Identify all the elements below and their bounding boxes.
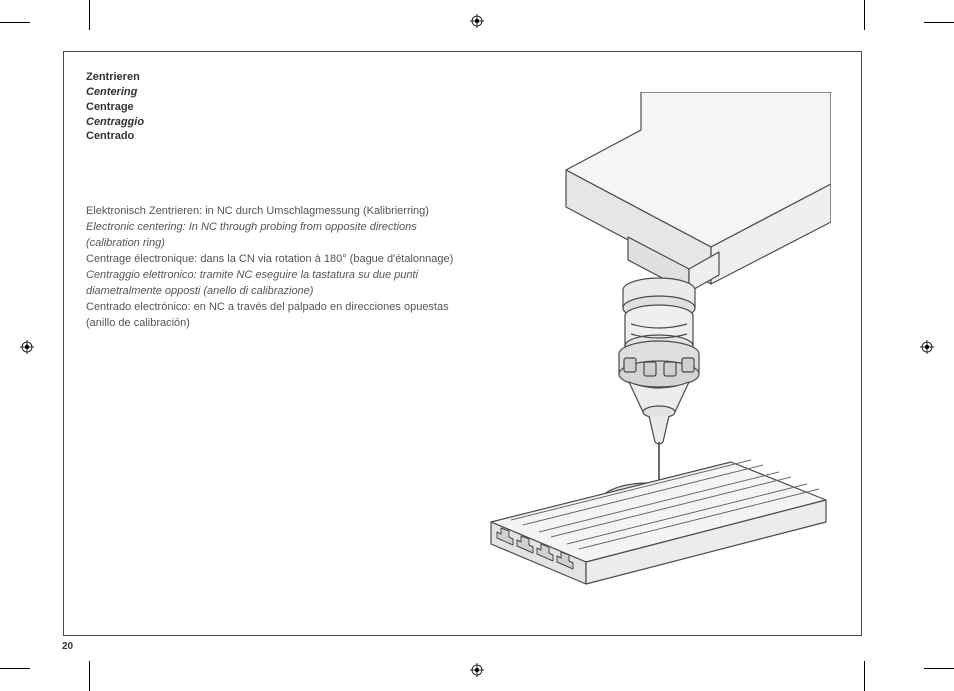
heading-de: Zentrieren <box>86 70 839 85</box>
reg-mark-bottom <box>470 663 484 677</box>
reg-mark-left <box>20 340 34 354</box>
reg-mark-right <box>920 340 934 354</box>
centering-illustration <box>431 92 831 612</box>
page-number: 20 <box>62 641 73 652</box>
page-frame: Zentrieren Centering Centrage Centraggio… <box>63 51 862 636</box>
reg-mark-top <box>470 14 484 28</box>
